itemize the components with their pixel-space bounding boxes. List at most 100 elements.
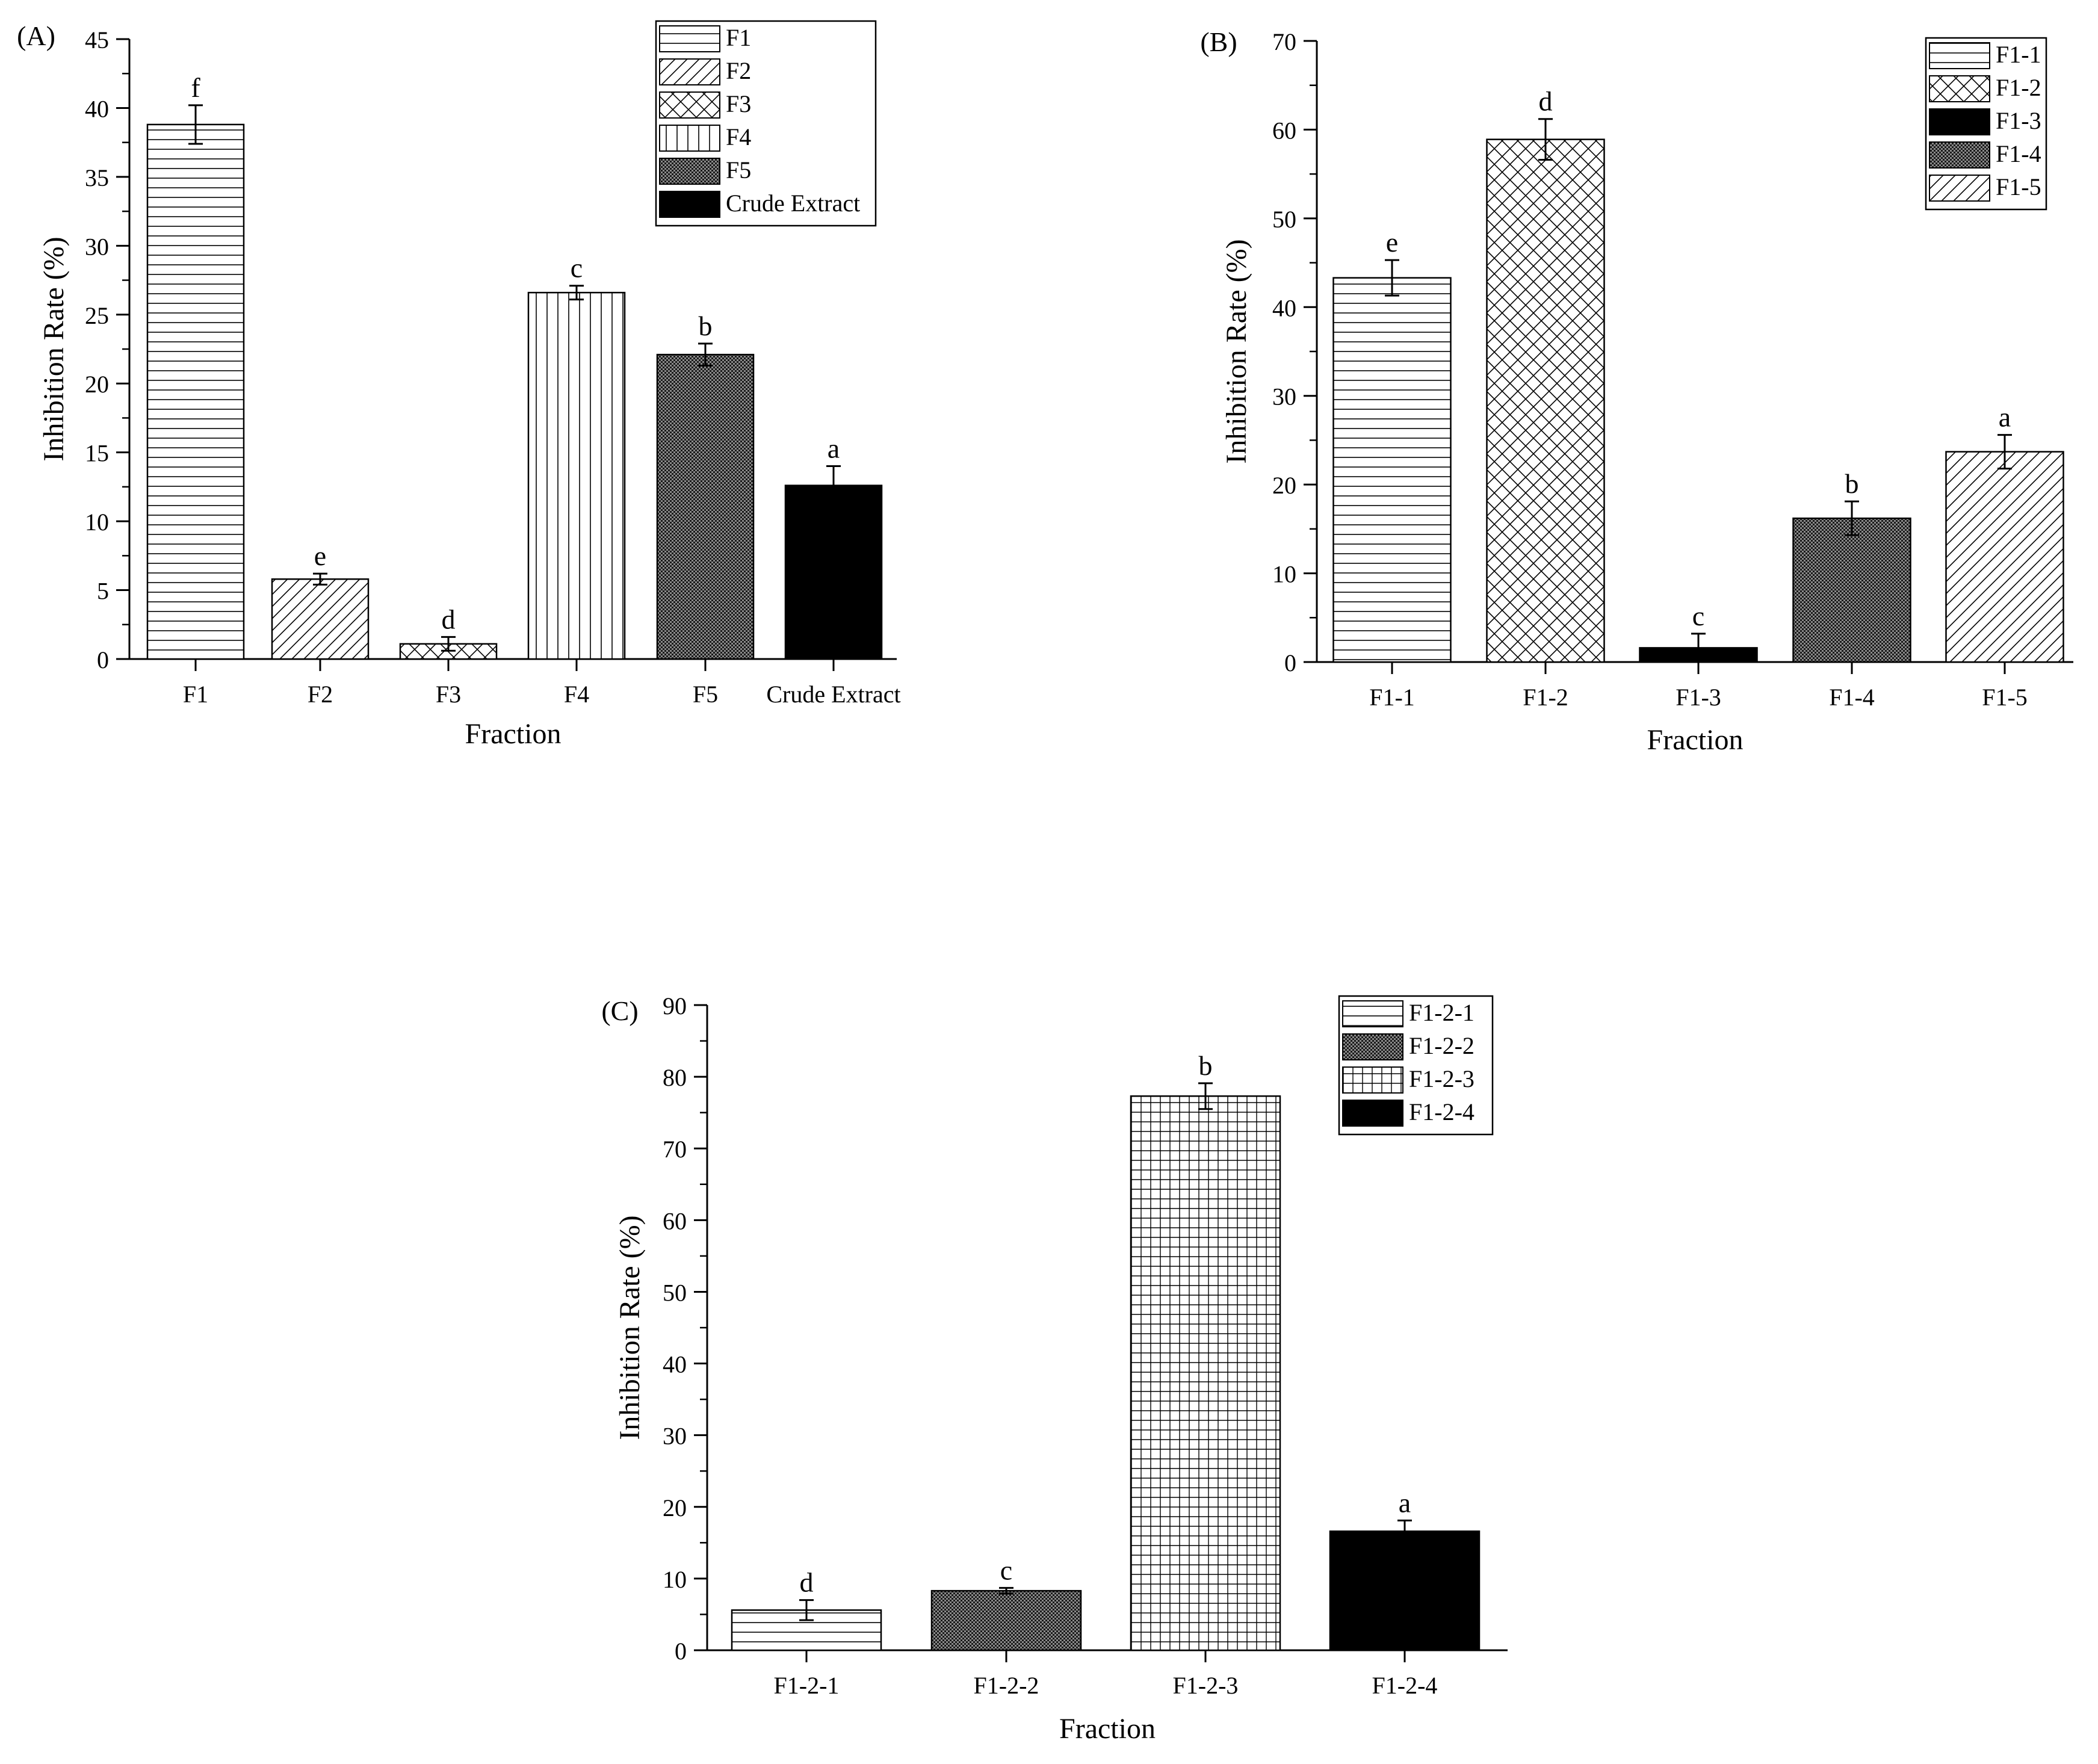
x-tick-label: F1-2-3 (1173, 1672, 1239, 1699)
x-tick-label: F1-1 (1369, 684, 1415, 711)
x-tick-label: F1-2-4 (1372, 1672, 1438, 1699)
x-axis-label: Fraction (465, 718, 562, 750)
x-tick-label: F1-5 (1982, 684, 2028, 711)
panel-label: (C) (601, 995, 638, 1026)
y-tick-label: 0 (675, 1638, 687, 1665)
x-tick-label: F1-2 (1523, 684, 1568, 711)
y-tick-label: 20 (1272, 472, 1296, 499)
legend-label: F2 (726, 57, 751, 84)
legend-swatch (659, 91, 720, 119)
panel-label: (A) (17, 20, 55, 51)
legend-swatch (659, 25, 720, 52)
legend-swatch (1342, 1033, 1403, 1060)
legend-swatch (1342, 1000, 1403, 1027)
legend-label: F1-4 (1996, 140, 2041, 167)
significance-letter: a (1999, 402, 2011, 433)
y-tick-label: 60 (663, 1207, 687, 1234)
significance-letter: e (1386, 227, 1398, 258)
x-tick-label: F1-2-1 (774, 1672, 840, 1699)
y-tick-label: 40 (85, 95, 109, 122)
x-tick-label: F5 (693, 681, 718, 708)
legend-swatch (1342, 1100, 1403, 1127)
x-tick-label: F1-2-2 (974, 1672, 1039, 1699)
x-tick-label: F1 (183, 681, 208, 708)
y-tick-label: 10 (85, 509, 109, 536)
significance-letter: a (1399, 1487, 1411, 1518)
legend-label: F1-2-2 (1409, 1032, 1474, 1059)
panel-label: (B) (1200, 26, 1237, 57)
significance-letter: f (191, 72, 200, 103)
bar (527, 291, 626, 660)
chart-panel-c: (C) 0 10 20 30 40 50 60 70 80 90 Inhibition Rate (%… (601, 992, 1508, 1745)
bar (1945, 451, 2064, 663)
significance-letter: e (314, 540, 326, 571)
y-tick-label: 10 (663, 1566, 687, 1593)
y-tick-label: 35 (85, 164, 109, 191)
bar (1130, 1095, 1281, 1651)
legend-label: F1-2-3 (1409, 1065, 1474, 1092)
legend-swatch (1929, 75, 1990, 102)
legend-label: F1-5 (1996, 173, 2041, 200)
legend-swatch (1929, 175, 1990, 202)
legend-label: F1-1 (1996, 41, 2041, 68)
y-tick-label: 5 (97, 578, 109, 605)
y-axis-label: Inhibition Rate (%) (1221, 239, 1252, 463)
y-tick-label: 70 (1272, 28, 1296, 55)
significance-letter: c (1692, 601, 1704, 631)
y-tick-label: 25 (85, 302, 109, 329)
bar (656, 353, 755, 660)
legend-label: F1-3 (1996, 107, 2041, 134)
significance-letter: c (571, 253, 583, 283)
significance-letter: b (699, 311, 713, 341)
bar (784, 484, 883, 660)
legend-label: F1-2-1 (1409, 999, 1474, 1026)
y-axis-label: Inhibition Rate (%) (614, 1215, 646, 1440)
x-axis-label: Fraction (1647, 724, 1744, 756)
legend-swatch (659, 191, 720, 218)
y-tick-label: 50 (663, 1279, 687, 1306)
y-tick-label: 20 (663, 1494, 687, 1521)
bar (1329, 1530, 1481, 1651)
legend-label: F5 (726, 156, 751, 184)
x-axis-label: Fraction (1059, 1713, 1156, 1745)
legend-swatch (1929, 141, 1990, 169)
legend-label: F1-2 (1996, 74, 2041, 101)
x-tick-label: F1-4 (1829, 684, 1875, 711)
significance-letter: b (1845, 468, 1859, 499)
y-tick-label: 10 (1272, 561, 1296, 588)
y-tick-label: 0 (97, 646, 109, 673)
legend-label: F1 (726, 24, 751, 51)
x-tick-label: F3 (436, 681, 461, 708)
y-tick-label: 45 (85, 26, 109, 54)
x-tick-label: F1-3 (1676, 684, 1721, 711)
legend-swatch (1929, 42, 1990, 69)
bar (146, 123, 245, 660)
y-tick-label: 90 (663, 992, 687, 1020)
y-tick-label: 0 (1284, 649, 1296, 676)
x-tick-label: F2 (308, 681, 333, 708)
x-tick-label: F4 (564, 681, 589, 708)
x-tick-label: Crude Extract (766, 681, 900, 708)
legend-swatch (659, 58, 720, 85)
y-tick-label: 60 (1272, 117, 1296, 144)
y-tick-label: 30 (1272, 383, 1296, 410)
significance-letter: d (800, 1567, 814, 1598)
y-tick-label: 40 (1272, 294, 1296, 321)
significance-letter: a (828, 433, 840, 464)
chart-panel-b: (B) 0 10 20 30 40 50 60 70 Inhibition Rate (%) Fra… (1200, 26, 2073, 756)
y-tick-label: 50 (1272, 206, 1296, 233)
y-tick-label: 80 (663, 1064, 687, 1091)
y-tick-label: 30 (85, 233, 109, 260)
legend-label: F3 (726, 90, 751, 117)
bar (1486, 138, 1605, 663)
chart-panel-a: (A) 0 5 10 15 20 25 30 35 40 45 Inhibition Rate (%)… (17, 20, 901, 750)
legend-swatch (659, 125, 720, 152)
legend-label: Crude Extract (726, 190, 860, 217)
significance-letter: b (1199, 1050, 1213, 1081)
y-tick-label: 70 (663, 1136, 687, 1163)
bar (930, 1589, 1082, 1651)
legend-swatch (1929, 108, 1990, 135)
significance-letter: d (442, 604, 456, 634)
y-tick-label: 20 (85, 371, 109, 398)
